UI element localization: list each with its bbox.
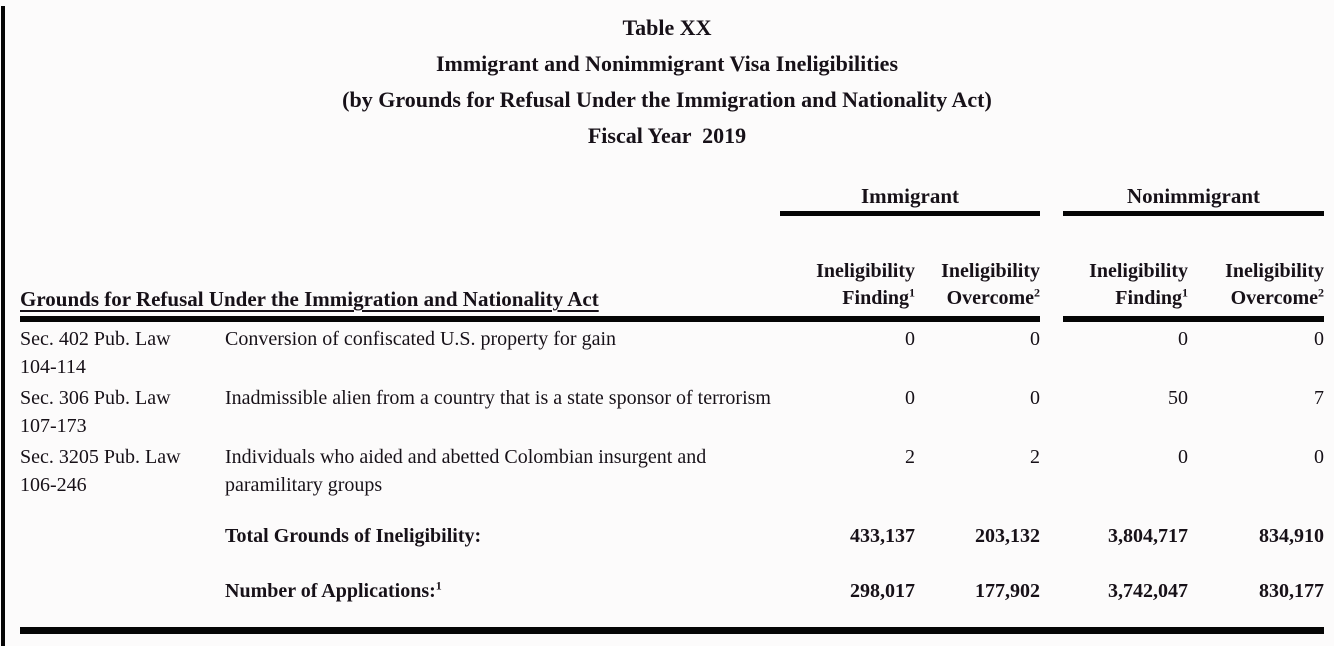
footnote-marker: 1: [435, 578, 442, 593]
total-row-spacer: [20, 499, 225, 548]
value-nonimmigrant-overcome: 0: [1314, 328, 1324, 350]
group-header-spacer: [20, 168, 780, 214]
footnote-marker: 2: [1318, 285, 1324, 300]
applications-nonimmigrant-overcome: 830,177: [1259, 580, 1324, 602]
column-header-word: Finding: [1115, 287, 1182, 309]
value-immigrant-finding: 0: [905, 387, 915, 409]
ineligibilities-table: Immigrant Nonimmigrant Grounds for Refus…: [20, 168, 1324, 637]
table-bottom-rule: [20, 627, 1324, 637]
applications-label: Number of Applications:: [225, 580, 436, 602]
table-row: Sec. 3205 Pub. Law 106-246 Individuals w…: [20, 440, 1324, 499]
column-header-nonimmigrant-finding: Ineligibility Finding1: [1063, 213, 1188, 322]
column-gap: [1040, 440, 1063, 499]
row-law-code: Sec. 3205 Pub. Law 106-246: [20, 440, 225, 499]
column-gap: [1040, 214, 1063, 320]
column-header-row: Grounds for Refusal Under the Immigratio…: [20, 213, 1324, 322]
group-header-row: Immigrant Nonimmigrant: [20, 168, 1324, 216]
value-immigrant-overcome: 2: [1030, 446, 1040, 468]
applications-immigrant-overcome: 177,902: [975, 580, 1040, 602]
value-nonimmigrant-finding: 0: [1178, 446, 1188, 468]
row-header-grounds: Grounds for Refusal Under the Immigratio…: [20, 213, 780, 322]
group-header-nonimmigrant: Nonimmigrant: [1063, 168, 1324, 216]
column-gap: [1040, 319, 1063, 381]
footnote-marker: 1: [909, 285, 915, 300]
column-gap: [1040, 381, 1063, 440]
row-description: Inadmissible alien from a country that i…: [225, 387, 771, 409]
bottom-rule-line: [20, 627, 1324, 637]
total-nonimmigrant-overcome: 834,910: [1259, 525, 1324, 547]
law-section: Sec. 3205 Pub. Law: [20, 446, 181, 468]
column-header-word: Finding: [842, 287, 909, 309]
applications-row-spacer: [20, 548, 225, 631]
applications-row: Number of Applications:1 298,017 177,902…: [20, 548, 1324, 631]
applications-immigrant-finding: 298,017: [850, 580, 915, 602]
table-title-block: Table XX Immigrant and Nonimmigrant Visa…: [0, 10, 1334, 154]
value-immigrant-finding: 0: [905, 328, 915, 350]
applications-label-cell: Number of Applications:1: [225, 548, 780, 631]
total-row: Total Grounds of Ineligibility: 433,137 …: [20, 499, 1324, 548]
table-main-title: Immigrant and Nonimmigrant Visa Ineligib…: [435, 51, 899, 76]
law-section: Sec. 402 Pub. Law: [20, 328, 171, 350]
value-nonimmigrant-overcome: 7: [1314, 387, 1324, 409]
law-number: 107-173: [20, 415, 87, 437]
total-immigrant-finding: 433,137: [850, 525, 915, 547]
law-number: 104-114: [20, 356, 86, 378]
value-nonimmigrant-finding: 0: [1178, 328, 1188, 350]
value-immigrant-finding: 2: [905, 446, 915, 468]
column-header-word: Ineligibility: [1089, 260, 1188, 282]
column-gap: [1040, 499, 1063, 548]
total-nonimmigrant-finding: 3,804,717: [1108, 525, 1188, 547]
table-row: Sec. 306 Pub. Law 107-173 Inadmissible a…: [20, 381, 1324, 440]
row-law-code: Sec. 402 Pub. Law 104-114: [20, 319, 225, 381]
table-row: Sec. 402 Pub. Law 104-114 Conversion of …: [20, 319, 1324, 381]
page-left-border: [1, 6, 5, 646]
law-number: 106-246: [20, 474, 87, 496]
column-header-nonimmigrant-overcome: Ineligibility Overcome2: [1188, 213, 1324, 322]
column-header-immigrant-overcome: Ineligibility Overcome2: [915, 213, 1040, 322]
row-description: Individuals who aided and abetted Colomb…: [225, 446, 707, 496]
value-nonimmigrant-finding: 50: [1168, 387, 1188, 409]
row-law-code: Sec. 306 Pub. Law 107-173: [20, 381, 225, 440]
column-header-word: Ineligibility: [1225, 260, 1324, 282]
row-description: Conversion of confiscated U.S. property …: [225, 328, 617, 350]
footnote-marker: 2: [1034, 285, 1040, 300]
fiscal-year-title: Fiscal Year 2019: [587, 123, 747, 148]
total-label: Total Grounds of Ineligibility:: [225, 525, 482, 547]
column-header-word: Overcome: [1230, 287, 1318, 309]
law-section: Sec. 306 Pub. Law: [20, 387, 171, 409]
value-immigrant-overcome: 0: [1030, 387, 1040, 409]
column-header-immigrant-finding: Ineligibility Finding1: [780, 213, 915, 322]
table-number-title: Table XX: [622, 15, 712, 40]
column-header-word: Ineligibility: [816, 260, 915, 282]
column-header-word: Overcome: [946, 287, 1034, 309]
value-nonimmigrant-overcome: 0: [1314, 446, 1324, 468]
value-immigrant-overcome: 0: [1030, 328, 1040, 350]
table-subtitle: (by Grounds for Refusal Under the Immigr…: [342, 87, 992, 112]
column-gap: [1040, 548, 1063, 631]
footnote-marker: 1: [1182, 285, 1188, 300]
applications-nonimmigrant-finding: 3,742,047: [1108, 580, 1188, 602]
column-gap: [1040, 168, 1063, 214]
column-header-word: Ineligibility: [941, 260, 1040, 282]
group-header-immigrant: Immigrant: [780, 168, 1040, 216]
total-immigrant-overcome: 203,132: [975, 525, 1040, 547]
